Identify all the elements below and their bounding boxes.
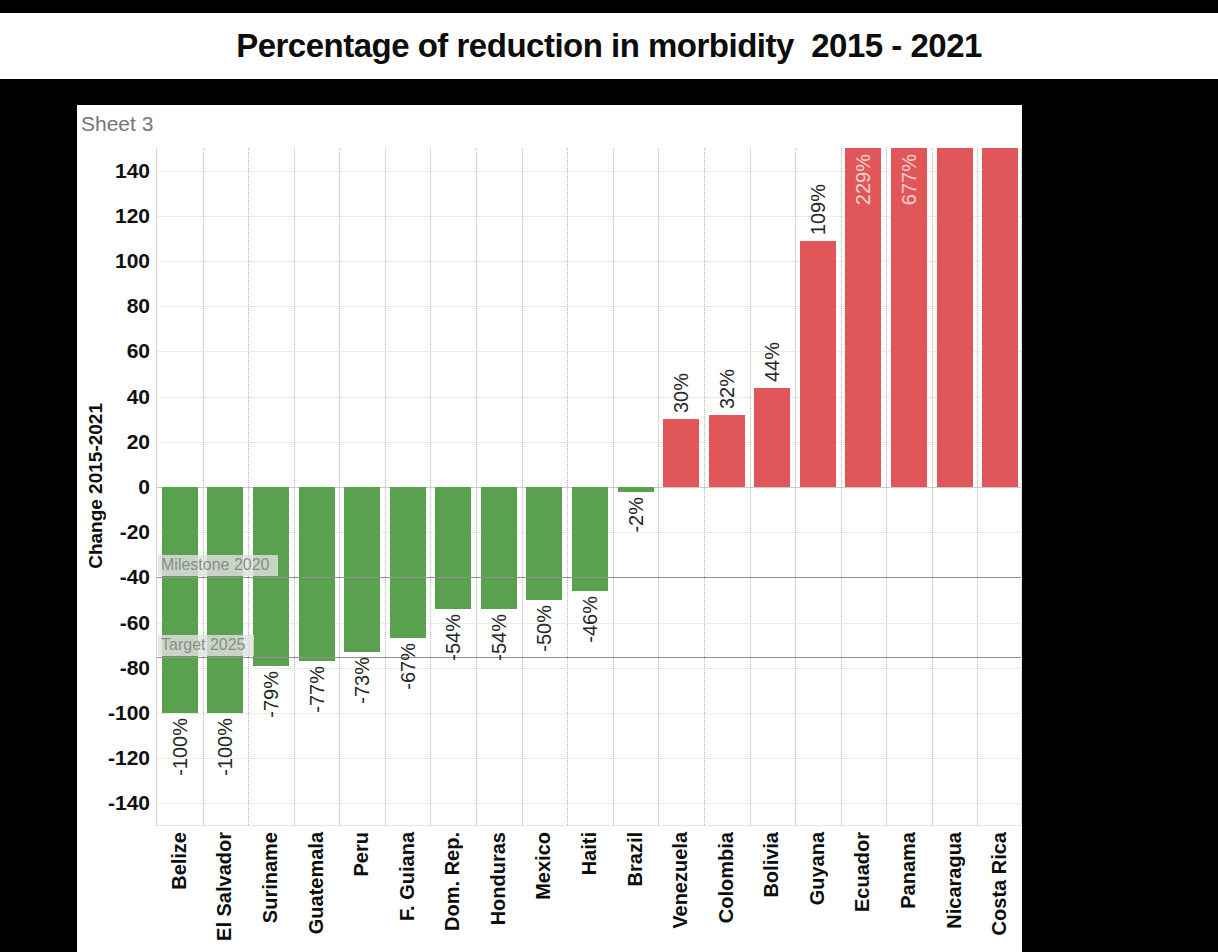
- bar-value-label: -79%: [260, 671, 282, 718]
- bar-peru[interactable]: [344, 487, 380, 652]
- y-tick-label: 120: [77, 205, 150, 227]
- y-tick-label: 20: [77, 431, 150, 453]
- column-separator: [841, 148, 842, 825]
- column-separator: [248, 148, 249, 825]
- reference-line-label: Milestone 2020: [158, 555, 278, 576]
- x-category-label: El Salvador: [212, 832, 236, 941]
- page-title: Percentage of reduction in morbidity 201…: [236, 27, 982, 65]
- y-tick-label: 40: [77, 386, 150, 408]
- y-tick-label: -80: [77, 657, 150, 679]
- column-separator: [339, 148, 340, 825]
- x-category-label: Bolivia: [759, 832, 783, 898]
- chart-title-band: Percentage of reduction in morbidity 201…: [0, 13, 1218, 79]
- column-separator: [750, 148, 751, 825]
- column-separator: [977, 148, 978, 825]
- bar-bolivia[interactable]: [754, 388, 790, 487]
- bar-mexico[interactable]: [526, 487, 562, 600]
- x-category-label: Panama: [896, 832, 920, 909]
- plot-area: Milestone 2020 Target 2025 -100% -100% -79% -…: [156, 148, 1022, 826]
- bar-el-salvador[interactable]: [207, 487, 243, 713]
- y-tick-label: -140: [77, 792, 150, 814]
- bar-haiti[interactable]: [572, 487, 608, 591]
- x-category-label: Venezuela: [668, 832, 692, 929]
- y-tick-label: 0: [77, 476, 150, 498]
- y-tick-label: -60: [77, 612, 150, 634]
- bar-brazil[interactable]: [618, 487, 654, 492]
- y-tick-label: -20: [77, 521, 150, 543]
- gridline: [157, 668, 1021, 669]
- x-category-label: Costa Rica: [987, 832, 1011, 935]
- x-category-label: F. Guiana: [395, 832, 419, 921]
- bar-value-label: 32%: [716, 369, 738, 409]
- bar-value-label: 677%: [898, 154, 920, 205]
- y-tick-label: 140: [77, 160, 150, 182]
- column-separator: [704, 148, 705, 825]
- bar-belize[interactable]: [162, 487, 198, 713]
- x-category-label: Dom. Rep.: [440, 832, 464, 931]
- bar-value-label: -67%: [397, 643, 419, 690]
- x-category-label: Mexico: [531, 832, 555, 900]
- y-tick-label: 100: [77, 250, 150, 272]
- bar-value-label: -46%: [579, 596, 601, 643]
- bar-nicaragua[interactable]: [937, 148, 973, 487]
- x-category-label: Ecuador: [850, 832, 874, 912]
- bar-value-label: -50%: [533, 605, 555, 652]
- x-category-label: Suriname: [258, 832, 282, 923]
- column-separator: [613, 148, 614, 825]
- x-category-label: Nicaragua: [942, 832, 966, 929]
- column-separator: [385, 148, 386, 825]
- x-category-label: Haiti: [577, 832, 601, 875]
- bar-guatemala[interactable]: [299, 487, 335, 661]
- y-tick-label: -40: [77, 566, 150, 588]
- bar-costa-rica[interactable]: [982, 148, 1018, 487]
- bar-f-guiana[interactable]: [390, 487, 426, 638]
- column-separator: [658, 148, 659, 825]
- x-category-label: Brazil: [623, 832, 647, 886]
- x-category-label: Guatemala: [304, 832, 328, 934]
- x-category-label: Belize: [167, 832, 191, 890]
- column-separator: [932, 148, 933, 825]
- bar-venezuela[interactable]: [663, 419, 699, 487]
- bar-value-label: 109%: [807, 184, 829, 235]
- column-separator: [294, 148, 295, 825]
- bar-value-label: 229%: [852, 154, 874, 205]
- column-separator: [567, 148, 568, 825]
- bar-value-label: 44%: [761, 342, 783, 382]
- bar-value-label: -100%: [214, 718, 236, 776]
- sheet-label: Sheet 3: [81, 112, 153, 136]
- column-separator: [886, 148, 887, 825]
- x-category-label: Guyana: [805, 832, 829, 905]
- reference-line-label: Target 2025: [158, 635, 254, 656]
- y-tick-label: 60: [77, 340, 150, 362]
- bar-value-label: 30%: [670, 373, 692, 413]
- x-category-label: Peru: [349, 832, 373, 876]
- gridline: [157, 713, 1021, 714]
- bar-value-label: -54%: [442, 614, 464, 661]
- column-separator: [430, 148, 431, 825]
- gridline: [157, 758, 1021, 759]
- column-separator: [795, 148, 796, 825]
- bar-honduras[interactable]: [481, 487, 517, 609]
- y-tick-label: 80: [77, 295, 150, 317]
- bar-value-label: -54%: [488, 614, 510, 661]
- bar-colombia[interactable]: [709, 415, 745, 487]
- column-separator: [476, 148, 477, 825]
- x-category-label: Colombia: [714, 832, 738, 923]
- x-category-label: Honduras: [486, 832, 510, 925]
- chart-panel: Sheet 3 Change 2015-2021 -140-120-100-80…: [77, 105, 1022, 952]
- y-tick-label: -100: [77, 702, 150, 724]
- reference-line: [157, 657, 1021, 658]
- column-separator: [522, 148, 523, 825]
- reference-line: [157, 577, 1021, 578]
- bar-dom-rep-[interactable]: [435, 487, 471, 609]
- bar-value-label: -2%: [625, 497, 647, 533]
- bar-value-label: -73%: [351, 657, 373, 704]
- bar-guyana[interactable]: [800, 241, 836, 487]
- bar-value-label: -77%: [306, 666, 328, 713]
- bar-value-label: -100%: [169, 718, 191, 776]
- column-separator: [203, 148, 204, 825]
- gridline: [157, 803, 1021, 804]
- y-tick-label: -120: [77, 747, 150, 769]
